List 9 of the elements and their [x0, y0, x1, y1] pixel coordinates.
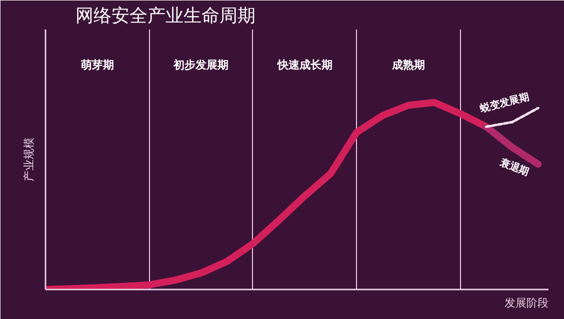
- text: 萌芽期: [80, 58, 114, 72]
- text: 快速成长期: [276, 58, 332, 72]
- text: 蜕变发展期: [478, 90, 530, 116]
- text: 初步发展期: [172, 58, 229, 72]
- text: 成熟期: [390, 58, 425, 72]
- text: 衰退期: [497, 156, 531, 178]
- y-axis-title: 产业规模: [22, 138, 36, 182]
- x-axis-title: 发展阶段: [504, 296, 548, 310]
- chart-title: 网络安全产业生命周期: [76, 6, 256, 26]
